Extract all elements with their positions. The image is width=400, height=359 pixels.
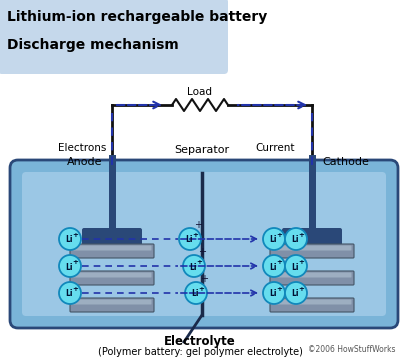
Bar <box>309 155 316 230</box>
Text: Electrons: Electrons <box>58 143 106 153</box>
Text: (Polymer battery: gel polymer electrolyte): (Polymer battery: gel polymer electrolyt… <box>98 347 302 357</box>
Circle shape <box>183 255 205 277</box>
Text: Li: Li <box>191 289 199 298</box>
Text: +: + <box>72 232 78 238</box>
Text: +: + <box>196 259 202 265</box>
Text: Cathode: Cathode <box>322 157 369 167</box>
Text: +: + <box>192 232 198 238</box>
FancyBboxPatch shape <box>0 0 228 74</box>
Circle shape <box>263 282 285 304</box>
Text: +: + <box>298 259 304 265</box>
FancyBboxPatch shape <box>272 299 352 304</box>
Circle shape <box>263 228 285 250</box>
Text: Discharge mechanism: Discharge mechanism <box>7 38 179 52</box>
FancyBboxPatch shape <box>270 271 354 285</box>
Text: Current: Current <box>255 143 294 153</box>
Circle shape <box>59 282 81 304</box>
Text: Anode: Anode <box>66 157 102 167</box>
Circle shape <box>285 255 307 277</box>
FancyBboxPatch shape <box>270 298 354 312</box>
FancyBboxPatch shape <box>10 160 398 328</box>
Text: Load: Load <box>188 87 212 97</box>
Circle shape <box>179 228 201 250</box>
Text: +: + <box>200 274 208 284</box>
FancyBboxPatch shape <box>272 246 352 251</box>
Text: Li: Li <box>189 262 197 271</box>
Text: +: + <box>298 232 304 238</box>
Text: +: + <box>276 259 282 265</box>
Text: Separator: Separator <box>174 145 230 155</box>
Circle shape <box>285 228 307 250</box>
Text: Li: Li <box>65 236 73 244</box>
Text: ©2006 HowStuffWorks: ©2006 HowStuffWorks <box>308 345 395 354</box>
FancyBboxPatch shape <box>70 244 154 258</box>
FancyBboxPatch shape <box>272 272 352 278</box>
Text: Electrolyte: Electrolyte <box>164 335 236 348</box>
Circle shape <box>263 255 285 277</box>
FancyBboxPatch shape <box>270 244 354 258</box>
FancyBboxPatch shape <box>72 299 152 304</box>
Text: Li: Li <box>291 289 299 298</box>
Text: +: + <box>298 286 304 292</box>
FancyBboxPatch shape <box>70 298 154 312</box>
Text: +: + <box>194 220 202 230</box>
Text: +: + <box>276 232 282 238</box>
Circle shape <box>285 282 307 304</box>
Text: Li: Li <box>269 262 277 271</box>
FancyBboxPatch shape <box>72 272 152 278</box>
Text: Lithium-ion rechargeable battery: Lithium-ion rechargeable battery <box>7 10 267 24</box>
Bar <box>109 155 116 230</box>
Text: Li: Li <box>65 289 73 298</box>
Circle shape <box>59 255 81 277</box>
Text: +: + <box>72 259 78 265</box>
FancyBboxPatch shape <box>22 172 386 316</box>
Text: Li: Li <box>291 262 299 271</box>
Text: Li: Li <box>65 262 73 271</box>
Text: +: + <box>276 286 282 292</box>
FancyBboxPatch shape <box>282 228 342 246</box>
Text: +: + <box>72 286 78 292</box>
FancyBboxPatch shape <box>72 246 152 251</box>
FancyBboxPatch shape <box>70 271 154 285</box>
Text: Li: Li <box>269 289 277 298</box>
Circle shape <box>185 282 207 304</box>
Text: +: + <box>198 286 204 292</box>
Text: Li: Li <box>269 236 277 244</box>
Text: Li: Li <box>185 236 193 244</box>
Text: +: + <box>198 247 206 257</box>
Circle shape <box>59 228 81 250</box>
FancyBboxPatch shape <box>82 228 142 246</box>
Text: Li: Li <box>291 236 299 244</box>
